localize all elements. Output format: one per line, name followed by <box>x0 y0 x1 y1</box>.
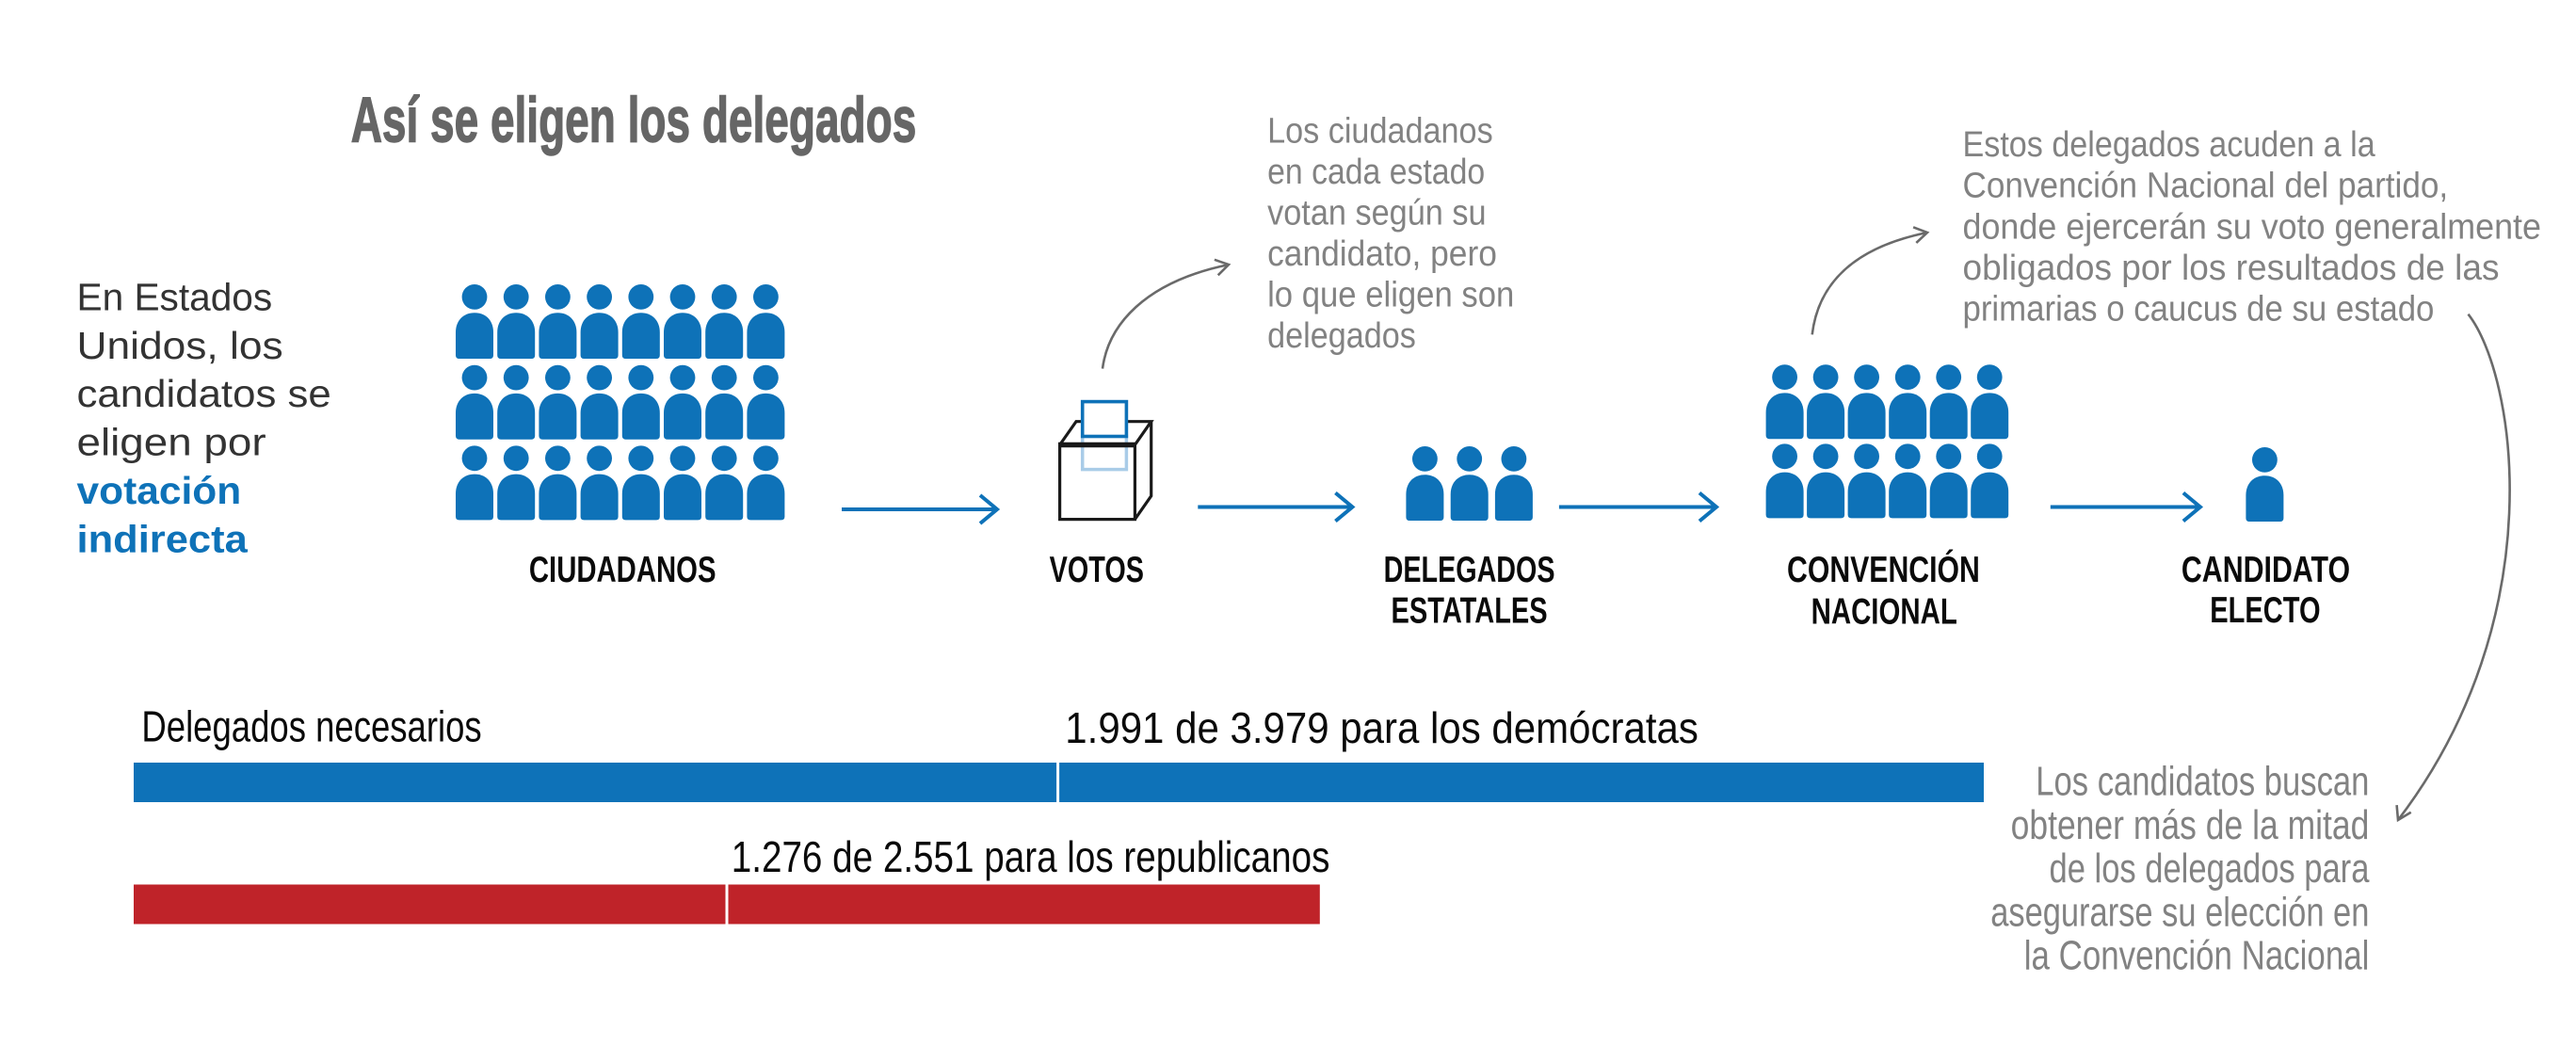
svg-text:CONVENCIÓN: CONVENCIÓN <box>1787 549 1980 590</box>
svg-text:votan según su: votan según su <box>1267 193 1487 233</box>
svg-text:votación: votación <box>77 469 242 512</box>
svg-text:DELEGADOS: DELEGADOS <box>1384 550 1555 590</box>
svg-text:CIUDADANOS: CIUDADANOS <box>529 550 716 590</box>
svg-text:ELECTO: ELECTO <box>2210 590 2320 631</box>
svg-text:ESTATALES: ESTATALES <box>1392 591 1548 632</box>
svg-text:asegurarse su elección en: asegurarse su elección en <box>1990 889 2369 935</box>
svg-text:Los ciudadanos: Los ciudadanos <box>1267 111 1493 151</box>
svg-text:NACIONAL: NACIONAL <box>1811 591 1957 632</box>
svg-text:Estos delegados acuden a la: Estos delegados acuden a la <box>1963 125 2376 165</box>
svg-text:1.991 de 3.979 para los demócr: 1.991 de 3.979 para los demócratas <box>1065 703 1699 752</box>
svg-text:En Estados: En Estados <box>77 276 273 319</box>
svg-text:Convención Nacional del partid: Convención Nacional del partido, <box>1963 167 2449 206</box>
svg-text:candidato, pero: candidato, pero <box>1267 234 1497 274</box>
svg-text:de los delegados para: de los delegados para <box>2050 845 2370 892</box>
svg-text:primarias o caucus de su estad: primarias o caucus de su estado <box>1963 290 2435 330</box>
svg-text:1.276 de 2.551 para los republ: 1.276 de 2.551 para los republicanos <box>732 832 1330 881</box>
svg-text:la Convención Nacional: la Convención Nacional <box>2024 933 2370 979</box>
svg-text:delegados: delegados <box>1267 316 1416 356</box>
svg-text:obligados por los resultados d: obligados por los resultados de las <box>1963 249 2500 288</box>
svg-text:lo que eligen son: lo que eligen son <box>1267 275 1514 314</box>
svg-text:en cada estado: en cada estado <box>1267 153 1485 192</box>
svg-text:donde ejercerán su voto genera: donde ejercerán su voto generalmente <box>1963 207 2542 247</box>
svg-text:obtener más de la mitad: obtener más de la mitad <box>2011 802 2370 848</box>
svg-text:Unidos, los: Unidos, los <box>77 324 283 367</box>
svg-text:candidatos se: candidatos se <box>77 372 331 415</box>
svg-text:VOTOS: VOTOS <box>1050 550 1144 590</box>
svg-text:Así se eligen los delegados: Así se eligen los delegados <box>351 86 917 156</box>
svg-text:Los candidatos buscan: Los candidatos buscan <box>2036 759 2369 805</box>
svg-text:CANDIDATO: CANDIDATO <box>2182 550 2350 590</box>
svg-text:eligen por: eligen por <box>77 421 266 464</box>
svg-text:indirecta: indirecta <box>77 518 250 561</box>
svg-text:Delegados necesarios: Delegados necesarios <box>141 701 481 750</box>
